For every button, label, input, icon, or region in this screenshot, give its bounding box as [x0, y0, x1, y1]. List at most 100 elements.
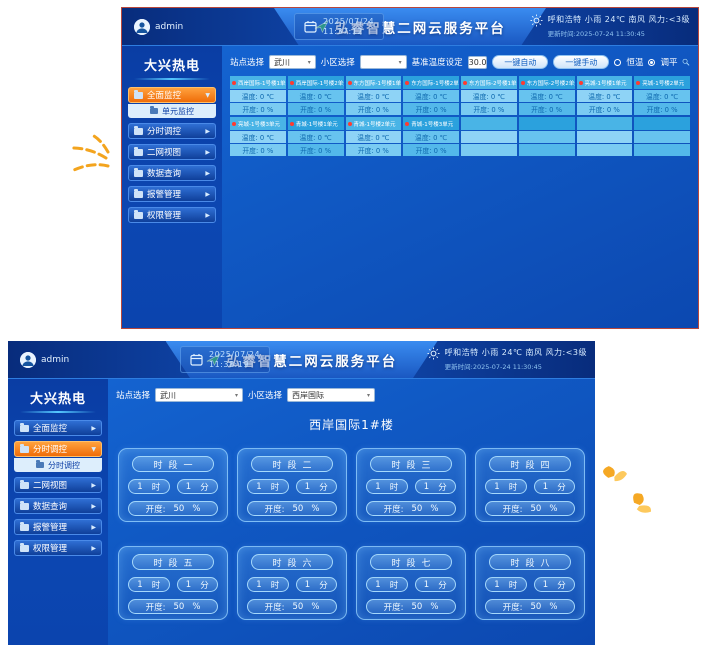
base-temp-input[interactable]: 30.0 [467, 55, 488, 69]
opening-input[interactable]: 开度: 50% [366, 501, 456, 516]
unit-card-header[interactable]: 青城-1号楼1单元 [287, 117, 344, 130]
user-info[interactable]: admin [20, 351, 69, 368]
unit-card-header[interactable]: 亮城-1号楼2单元 [634, 76, 690, 89]
period-title[interactable]: 时段五 [132, 554, 214, 570]
toolbar: 站点选择 武川 ▾ 小区选择 ▾ 基准温度设定 30.0 一键自动 一键手动 恒温… [230, 53, 690, 71]
unit-card-header[interactable]: 东方国际-2号楼2单元 [518, 76, 575, 89]
time-text: 11:37:12 [323, 27, 363, 36]
minute-unit: 分 [557, 482, 566, 493]
period-title[interactable]: 时段二 [251, 456, 333, 472]
station-select[interactable]: 武川 ▾ [155, 388, 244, 402]
period-title[interactable]: 时段六 [251, 554, 333, 570]
opening-input[interactable]: 开度: 50% [247, 501, 337, 516]
period-title[interactable]: 时段八 [489, 554, 571, 570]
sidebar-item-period-control[interactable]: 分时调控 ▶ [128, 123, 216, 139]
community-select[interactable]: 西岸国际 ▾ [287, 388, 376, 402]
sidebar: 大兴热电 全面监控 ▼ 单元监控 分时调控 ▶ 二网视图 ▶ 数据查询 ▶ 报警管理 ▶ … [122, 46, 222, 328]
sidebar-item-label: 数据查询 [147, 169, 182, 179]
percent-sign: % [192, 503, 201, 514]
balance-radio[interactable] [648, 58, 656, 66]
one-key-manual-button[interactable]: 一键手动 [553, 55, 610, 69]
percent-sign: % [430, 503, 439, 514]
opening-input[interactable]: 开度: 50% [128, 501, 218, 516]
unit-card-header[interactable]: 亮城-1号楼1单元 [576, 76, 633, 89]
one-key-auto-button[interactable]: 一键自动 [492, 55, 549, 69]
percent-sign: % [549, 503, 558, 514]
sidebar-item-alarm-management[interactable]: 报警管理 ▶ [14, 519, 102, 535]
sidebar-subitem-period-control[interactable]: 分时调控 [14, 458, 102, 472]
title-block: 弘睿智慧二网云服务平台 [274, 8, 546, 45]
sidebar-item-alarm-management[interactable]: 报警管理 ▶ [128, 186, 216, 202]
period-title[interactable]: 时段七 [370, 554, 452, 570]
unit-temperature: 温度: 0 ℃ [230, 90, 286, 102]
search-icon[interactable] [682, 54, 690, 70]
period-title[interactable]: 时段三 [370, 456, 452, 472]
station-select-label: 站点选择 [116, 391, 151, 401]
unit-opening: 开度: 0 % [345, 144, 402, 156]
unit-card-header[interactable]: 青城-1号楼2单元 [345, 117, 402, 130]
sidebar-item-permission-management[interactable]: 权限管理 ▶ [14, 540, 102, 556]
sidebar-item-full-monitoring[interactable]: 全面监控 ▶ [14, 420, 102, 436]
unit-card-header[interactable]: 青城-1号楼3单元 [403, 117, 459, 130]
sidebar-item-permission-management[interactable]: 权限管理 ▶ [128, 207, 216, 223]
hour-value: 1 [494, 481, 500, 492]
unit-card-header[interactable]: 东方国际-2号楼1单元 [461, 76, 517, 89]
sidebar-item-network-view[interactable]: 二网视图 ▶ [14, 477, 102, 493]
constant-temp-radio[interactable] [614, 58, 622, 66]
sidebar-item-data-query[interactable]: 数据查询 ▶ [128, 165, 216, 181]
status-dot-icon [520, 80, 525, 85]
weather-update-text: 更新时间:2025-07-24 11:30:45 [547, 30, 645, 38]
station-select[interactable]: 武川 ▾ [269, 55, 316, 69]
opening-label: 开度: [502, 602, 523, 613]
unit-card-header[interactable]: 西岸国际-1号楼1单元 [230, 76, 286, 89]
opening-input[interactable]: 开度: 50% [485, 599, 575, 614]
unit-card-header[interactable]: 东方国际-1号楼1单元 [345, 76, 402, 89]
chevron-down-icon: ▾ [398, 58, 402, 66]
period-title[interactable]: 时段一 [132, 456, 214, 472]
sidebar-item-data-query[interactable]: 数据查询 ▶ [14, 498, 102, 514]
unit-card-header[interactable]: 东方国际-1号楼2单元 [403, 76, 459, 89]
opening-input[interactable]: 开度: 50% [366, 599, 456, 614]
minute-unit: 分 [438, 580, 447, 591]
opening-input[interactable]: 开度: 50% [485, 501, 575, 516]
hour-unit: 时 [151, 580, 161, 591]
username: admin [155, 21, 184, 32]
hour-value: 1 [375, 481, 381, 492]
unit-card-header[interactable]: 西岸国际-1号楼2单元 [287, 76, 344, 89]
opening-input[interactable]: 开度: 50% [128, 599, 218, 614]
opening-input[interactable]: 开度: 50% [247, 599, 337, 614]
sidebar-item-period-control[interactable]: 分时调控 ▼ [14, 441, 102, 457]
sidebar-item-network-view[interactable]: 二网视图 ▶ [128, 144, 216, 160]
sidebar-subitem-unit-monitoring[interactable]: 单元监控 [128, 104, 216, 118]
community-select-label: 小区选择 [320, 58, 355, 68]
sidebar-item-full-monitoring[interactable]: 全面监控 ▼ [128, 87, 216, 103]
period-title[interactable]: 时段四 [489, 456, 571, 472]
user-info[interactable]: admin [134, 18, 184, 35]
sidebar-item-label: 全面监控 [147, 91, 182, 101]
percent-sign: % [311, 601, 320, 612]
opening-value: 50 [411, 503, 423, 514]
unit-opening: 开度: 0 % [461, 103, 517, 115]
community-select[interactable]: ▾ [359, 55, 407, 69]
unit-card-header[interactable]: 亮城-1号楼3单元 [230, 117, 286, 130]
